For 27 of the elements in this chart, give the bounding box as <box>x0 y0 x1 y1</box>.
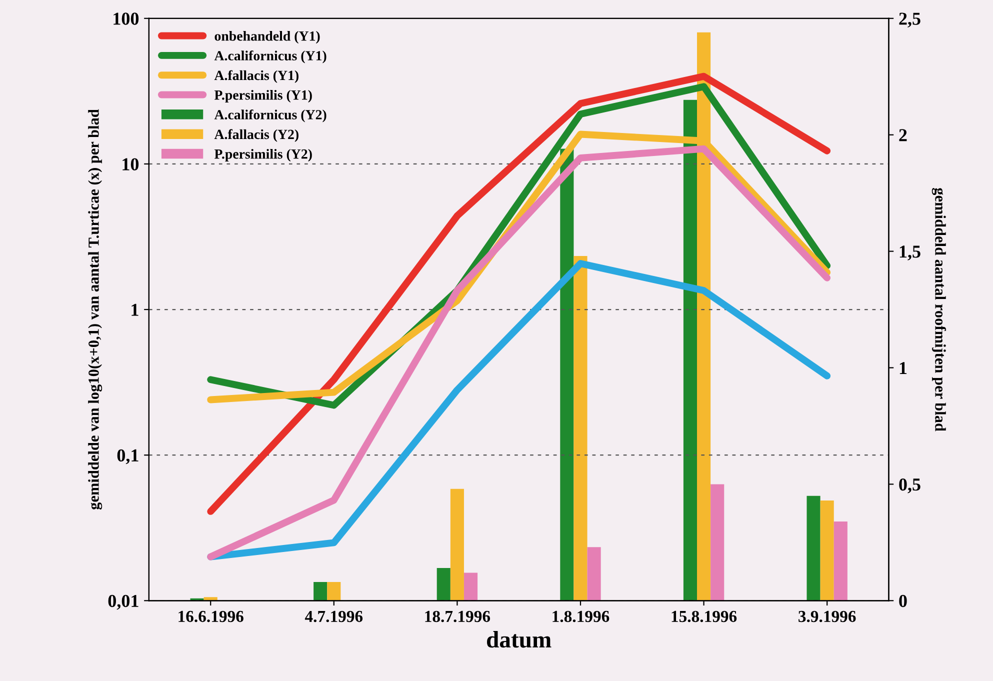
x-axis-title: datum <box>487 631 552 648</box>
y-tick-label: 10 <box>122 158 139 170</box>
x-tick-label: 18.7.1996 <box>425 610 490 622</box>
y2-axis-title: gemiddeld aantal roofmijten per blad <box>932 188 946 432</box>
y-tick-label: 1 <box>132 304 138 316</box>
x-tick-label: 16.6.1996 <box>178 610 244 622</box>
x-tick-label: 1.8.1996 <box>552 610 610 622</box>
x-tick-label: 3.9.1996 <box>798 610 856 622</box>
y-tick-label: 100 <box>114 12 139 25</box>
legend-label: A.fallacis (Y1) <box>214 70 298 83</box>
y2-tick-label: 1,5 <box>900 246 920 260</box>
y2-tick-label: 2,5 <box>899 12 920 28</box>
y-tick-label: 0,1 <box>117 449 138 464</box>
legend-label: P.persimilis (Y2) <box>214 148 312 162</box>
legend-label: onbehandeld (Y1) <box>214 30 320 44</box>
y2-tick-label: 1 <box>900 362 907 374</box>
y-axis-title: gemiddelde van log10(x+0,1) van aantal T.urticae (x) per blad <box>88 109 102 510</box>
x-tick-label: 15.8.1996 <box>672 610 737 622</box>
y2-tick-label: 0 <box>899 594 907 608</box>
legend-label: P.persimilis (Y1) <box>214 90 312 103</box>
x-tick-label: 4.7.1996 <box>304 610 363 622</box>
y2-tick-label: 2 <box>899 129 907 142</box>
y-tick-label: 0,01 <box>108 594 138 610</box>
y2-tick-label: 0,5 <box>899 478 920 494</box>
legend-label: A.fallacis (Y2) <box>214 129 298 142</box>
legend-label: A.californicus (Y1) <box>214 50 326 64</box>
legend-label: A.californicus (Y2) <box>214 110 326 122</box>
